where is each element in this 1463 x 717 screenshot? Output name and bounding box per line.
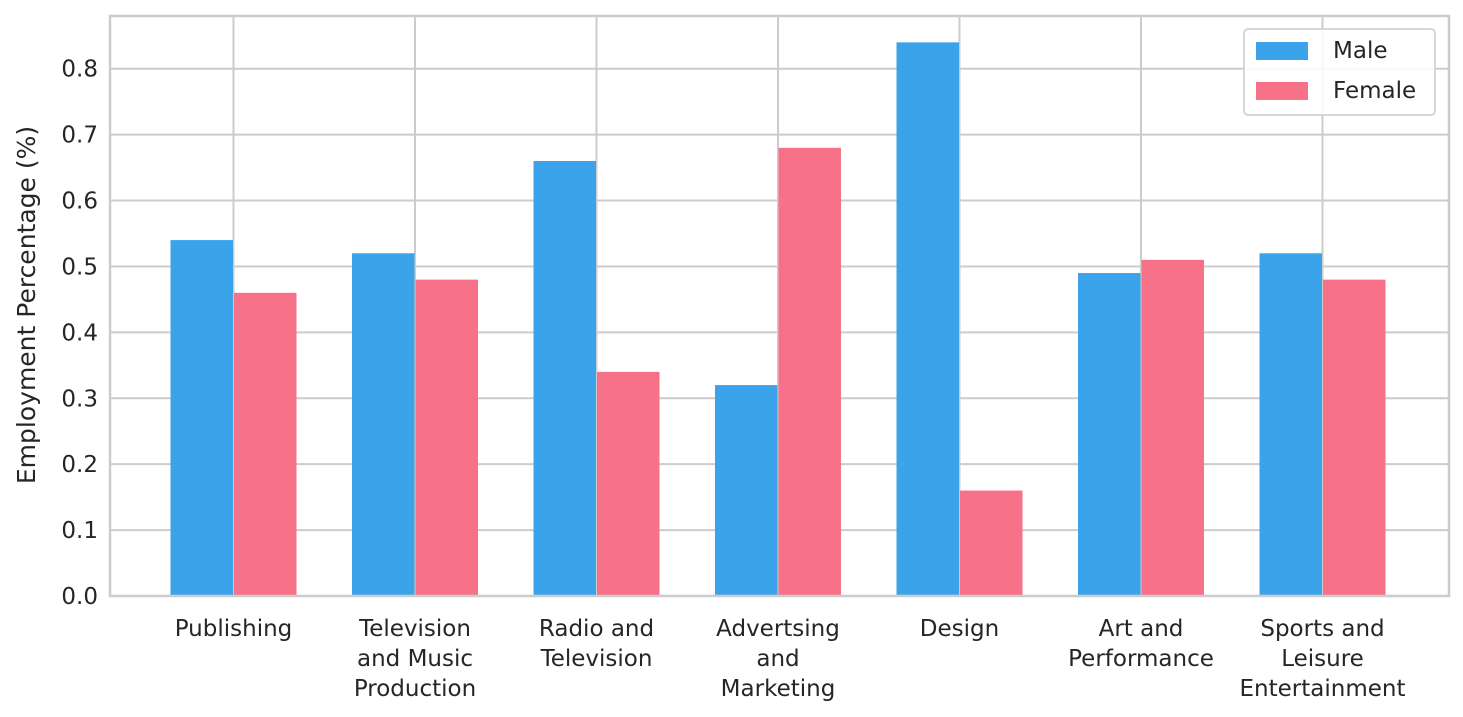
x-tick-label-line: Publishing (175, 616, 293, 642)
x-tick-label-line: Production (354, 676, 476, 702)
x-tick-label: Advertsing and Marketing (716, 616, 840, 702)
y-tick-label: 0.6 (61, 189, 98, 215)
bar-male-0 (170, 240, 233, 596)
legend-label-female: Female (1333, 78, 1416, 104)
y-tick-label: 0.0 (61, 584, 98, 610)
bar-female-3 (778, 147, 841, 596)
x-axis-ticks: Publishing Television and Music Production R… (175, 616, 1406, 702)
x-tick-label-line: Design (920, 616, 999, 642)
bar-female-6 (1323, 279, 1386, 596)
bar-male-1 (352, 253, 415, 597)
x-tick-label: Publishing (175, 616, 293, 642)
x-tick-label-line: and (756, 646, 799, 672)
bar-female-4 (960, 490, 1023, 596)
x-tick-label-line: Radio and (539, 616, 654, 642)
y-tick-label: 0.8 (61, 57, 98, 83)
x-tick-label-line: Advertsing (716, 616, 840, 642)
x-tick-label: Design (920, 616, 999, 642)
bar-female-1 (415, 279, 478, 596)
y-tick-label: 0.4 (61, 320, 98, 346)
y-tick-label: 0.3 (61, 386, 98, 412)
bar-male-4 (896, 42, 959, 596)
bars (170, 42, 1386, 597)
x-tick-label-line: Television (540, 646, 653, 672)
x-tick-label: Art and Performance (1068, 616, 1214, 672)
x-tick-label: Television and Music Production (354, 616, 476, 702)
x-tick-label: Radio and Television (539, 616, 654, 672)
x-tick-label-line: Leisure (1281, 646, 1364, 672)
legend-swatch-female (1256, 82, 1308, 100)
bar-male-3 (715, 385, 778, 596)
x-tick-label-line: Television (358, 616, 471, 642)
y-axis-title: Employment Percentage (%) (12, 126, 41, 484)
bar-male-2 (533, 161, 596, 596)
bar-male-6 (1259, 253, 1322, 597)
x-tick-label-line: Marketing (721, 676, 836, 702)
legend-label-male: Male (1333, 38, 1387, 64)
x-tick-label-line: Art and (1099, 616, 1184, 642)
bar-male-5 (1078, 273, 1141, 596)
y-tick-label: 0.2 (61, 452, 98, 478)
x-tick-label-line: and Music (357, 646, 473, 672)
x-tick-label-line: Performance (1068, 646, 1214, 672)
y-tick-label: 0.5 (61, 254, 98, 280)
legend: Male Female (1243, 28, 1436, 116)
legend-swatch-male (1256, 42, 1308, 60)
x-tick-label: Sports and Leisure Entertainment (1240, 616, 1406, 702)
plot-border (108, 14, 1451, 598)
x-tick-label-line: Entertainment (1240, 676, 1406, 702)
bar-female-5 (1141, 259, 1204, 596)
y-axis-ticks: 0.0 0.1 0.2 0.3 0.4 0.5 0.6 0.7 0.8 (61, 57, 98, 610)
y-tick-label: 0.7 (61, 123, 98, 149)
plot-frame (108, 14, 1451, 598)
bar-female-0 (234, 292, 297, 596)
y-tick-label: 0.1 (61, 518, 98, 544)
x-tick-label-line: Sports and (1260, 616, 1384, 642)
bar-female-2 (597, 371, 660, 596)
